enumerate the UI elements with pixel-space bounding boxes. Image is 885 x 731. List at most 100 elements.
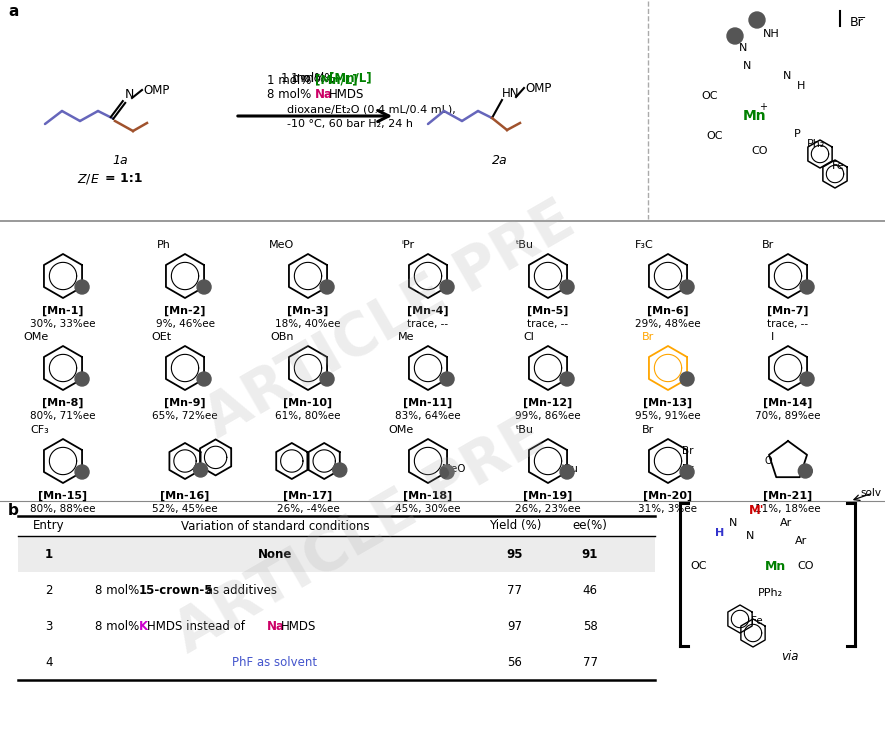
Text: a: a [8,4,19,19]
Text: HN: HN [502,87,519,100]
Text: OC: OC [702,91,719,101]
Circle shape [320,372,334,386]
Circle shape [320,280,334,294]
Text: 65%, 72%ee: 65%, 72%ee [152,411,218,421]
Text: 80%, 71%ee: 80%, 71%ee [30,411,96,421]
Text: N: N [743,61,751,71]
Text: MeO: MeO [269,240,294,250]
Circle shape [75,280,89,294]
Text: N: N [739,43,747,53]
Circle shape [440,280,454,294]
Text: [Mn-11]: [Mn-11] [404,398,452,409]
Text: Ph₂: Ph₂ [807,139,826,149]
Text: Yield (%): Yield (%) [489,520,542,532]
Text: 83%, 64%ee: 83%, 64%ee [396,411,461,421]
Text: 2: 2 [45,583,53,596]
Text: 95%, 91%ee: 95%, 91%ee [635,411,701,421]
Text: 26%, -4%ee: 26%, -4%ee [277,504,339,514]
Text: [Mn-9]: [Mn-9] [165,398,206,409]
Text: [Mn-15]: [Mn-15] [38,491,88,501]
Circle shape [800,372,814,386]
Text: 11%, 18%ee: 11%, 18%ee [755,504,820,514]
Text: 77: 77 [507,583,522,596]
Text: dioxane/Et₂O (0.4 mL/0.4 mL),: dioxane/Et₂O (0.4 mL/0.4 mL), [287,105,456,115]
Text: M': M' [750,504,765,518]
Text: b: b [8,503,19,518]
Circle shape [197,280,211,294]
Text: [Mn-7]: [Mn-7] [767,306,809,317]
Text: N: N [746,531,754,541]
Text: [Mn-17]: [Mn-17] [283,491,333,501]
Text: Br: Br [682,464,694,474]
Circle shape [75,372,89,386]
Text: [Mn-19]: [Mn-19] [523,491,573,501]
Text: ARTICLE PRE: ARTICLE PRE [196,192,585,450]
Text: Entry: Entry [34,520,65,532]
Text: [Mn-21]: [Mn-21] [764,491,812,501]
Text: None: None [258,548,292,561]
Circle shape [333,463,347,477]
Text: trace, --: trace, -- [767,319,809,329]
Circle shape [680,372,694,386]
Text: P: P [794,129,800,139]
Text: MeO: MeO [442,464,466,474]
Text: CO: CO [797,561,813,571]
Text: 4: 4 [45,656,53,669]
Text: OBn: OBn [271,332,294,342]
Text: HMDS instead of: HMDS instead of [147,619,249,632]
Text: trace, --: trace, -- [527,319,568,329]
Text: 18%, 40%ee: 18%, 40%ee [275,319,341,329]
Text: [Mn/L]: [Mn/L] [315,74,358,86]
Text: [Mn-20]: [Mn-20] [643,491,693,501]
Text: [Mn-3]: [Mn-3] [288,306,328,317]
Text: +: + [759,102,767,112]
Text: 58: 58 [582,619,597,632]
Text: [Mn-1]: [Mn-1] [42,306,84,317]
Text: Mn: Mn [743,109,766,123]
Text: 95: 95 [507,548,523,561]
Text: PPh₂: PPh₂ [758,588,782,598]
Text: ᵗBu: ᵗBu [516,240,534,250]
Circle shape [798,464,812,478]
Text: Na: Na [267,619,285,632]
Text: Ph: Ph [158,240,171,250]
Text: OMP: OMP [143,83,169,96]
Text: trace, --: trace, -- [407,319,449,329]
Circle shape [560,372,574,386]
Text: 1: 1 [45,548,53,561]
Circle shape [749,12,765,28]
Text: F₃C: F₃C [635,240,654,250]
Text: Fe: Fe [751,616,763,626]
Text: [Mn-4]: [Mn-4] [407,306,449,317]
Circle shape [800,280,814,294]
Circle shape [560,280,574,294]
Text: 80%, 88%ee: 80%, 88%ee [30,504,96,514]
Text: 8 mol%: 8 mol% [267,88,315,100]
Text: 77: 77 [582,656,597,669]
Text: OC: OC [690,561,707,571]
Text: 26%, 23%ee: 26%, 23%ee [515,504,581,514]
Text: 56: 56 [508,656,522,669]
Text: I: I [771,332,774,342]
Text: 99%, 86%ee: 99%, 86%ee [515,411,581,421]
Text: OMe: OMe [389,425,414,435]
Text: H: H [796,81,805,91]
Text: Br: Br [642,332,654,342]
Text: Me: Me [397,332,414,342]
Text: HMDS: HMDS [281,619,316,632]
Text: ⁱPr: ⁱPr [401,240,414,250]
Text: NH: NH [763,29,780,39]
Circle shape [560,465,574,479]
Text: Ar: Ar [780,518,792,528]
Text: 1 mol%: 1 mol% [267,74,315,86]
Text: 2a: 2a [492,154,508,167]
Circle shape [194,463,208,477]
Text: 8 mol%: 8 mol% [95,583,143,596]
Text: Variation of standard conditions: Variation of standard conditions [181,520,369,532]
Text: 3: 3 [45,619,53,632]
Text: K: K [139,619,148,632]
Text: 45%, 30%ee: 45%, 30%ee [396,504,461,514]
Text: 8 mol%: 8 mol% [95,619,143,632]
Text: PhF as solvent: PhF as solvent [233,656,318,669]
Text: N: N [783,71,791,81]
